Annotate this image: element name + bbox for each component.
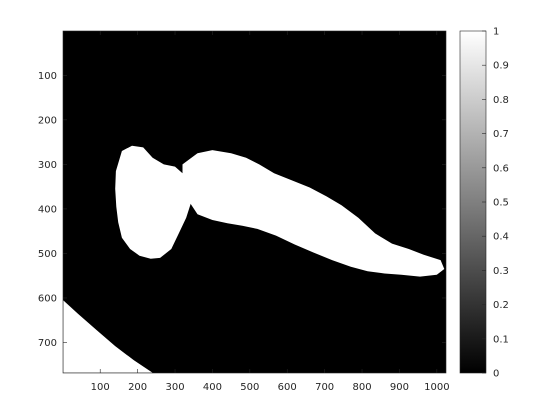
- x-tick-label: 300: [165, 382, 184, 393]
- colorbar-tick-label: 1: [493, 27, 499, 38]
- colorbar-tick-label: 0.5: [493, 198, 509, 209]
- x-tick-label: 700: [315, 382, 334, 393]
- y-axis: 100 200 300 400 500 600 700: [38, 71, 446, 349]
- colorbar-tick-label: 0.4: [493, 232, 509, 243]
- colorbar-tick-label: 0.1: [493, 334, 509, 345]
- x-tick-label: 1000: [424, 382, 449, 393]
- binary-regions: [63, 145, 445, 373]
- y-tick-label: 400: [38, 204, 57, 215]
- x-tick-label: 200: [128, 382, 147, 393]
- colorbar-tick-label: 0.9: [493, 61, 509, 72]
- colorbar-tick-label: 0.8: [493, 95, 509, 106]
- x-tick-label: 400: [203, 382, 222, 393]
- colorbar-tick-label: 0.7: [493, 129, 509, 140]
- colorbar-tick-label: 0.6: [493, 163, 509, 174]
- y-tick-label: 500: [38, 249, 57, 260]
- region-bottom-left-corner: [63, 300, 153, 373]
- region-jellyfish-bell: [115, 145, 192, 259]
- colorbar-tick-label: 0.2: [493, 300, 509, 311]
- x-axis: 100 200 300 400 500 600 700 800 900 1000: [91, 31, 450, 393]
- y-tick-label: 300: [38, 160, 57, 171]
- y-tick-label: 200: [38, 115, 57, 126]
- region-jellyfish-tentacles: [182, 150, 445, 277]
- colorbar-axis: 0 0.1 0.2 0.3 0.4 0.5 0.6 0.7 0.8 0.9 1: [482, 27, 509, 380]
- plot-axes-frame: [62, 30, 447, 374]
- x-tick-label: 500: [240, 382, 259, 393]
- colorbar-tick-label: 0: [493, 369, 499, 380]
- x-tick-label: 100: [91, 382, 110, 393]
- y-tick-label: 100: [38, 71, 57, 82]
- colorbar-tick-label: 0.3: [493, 266, 509, 277]
- y-tick-label: 700: [38, 338, 57, 349]
- y-tick-label: 600: [38, 293, 57, 304]
- x-tick-label: 900: [390, 382, 409, 393]
- x-tick-label: 600: [278, 382, 297, 393]
- x-tick-label: 800: [352, 382, 371, 393]
